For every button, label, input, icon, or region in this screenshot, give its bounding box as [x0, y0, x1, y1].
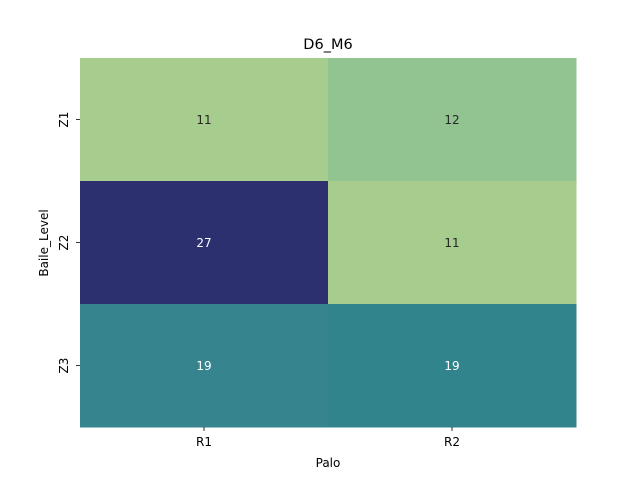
x-axis-label: Palo [316, 456, 341, 470]
y-axis-ticks: Z1 Z2 Z3 [57, 112, 80, 374]
y-tick-label: Z3 [57, 358, 71, 374]
heatmap-cell [80, 58, 329, 182]
heatmap-cell [328, 58, 577, 182]
cell-value-label: 27 [196, 236, 211, 250]
cell-value-label: 11 [444, 236, 459, 250]
x-axis-ticks: R1 R2 [196, 427, 460, 449]
heatmap-cells: 11 12 27 11 19 19 [80, 58, 577, 428]
heatmap-cell [80, 181, 329, 305]
y-tick-label: Z1 [57, 112, 71, 128]
cell-value-label: 12 [444, 113, 459, 127]
chart-title: D6_M6 [303, 37, 352, 53]
cell-value-label: 19 [196, 359, 211, 373]
x-tick-label: R2 [444, 435, 460, 449]
cell-value-label: 11 [196, 113, 211, 127]
x-tick-label: R1 [196, 435, 212, 449]
heatmap-cell [328, 304, 577, 428]
heatmap-cell [328, 181, 577, 305]
y-tick-label: Z2 [57, 235, 71, 251]
cell-value-label: 19 [444, 359, 459, 373]
heatmap-cell [80, 304, 329, 428]
y-axis-label: Baile_Level [37, 209, 51, 276]
